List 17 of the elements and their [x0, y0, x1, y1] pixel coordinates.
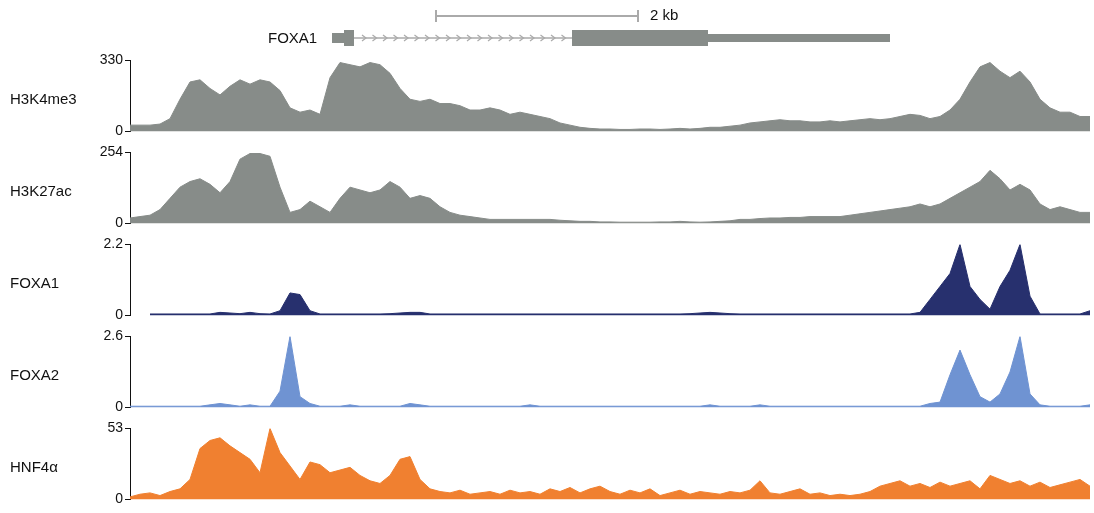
y-tick-label: 0 — [115, 306, 124, 323]
y-tick-label: 0 — [115, 214, 124, 231]
y-axis-title: FOXA1 — [10, 273, 60, 291]
y-tick-label: 53 — [107, 419, 124, 436]
text: 2 kb — [650, 6, 679, 23]
y-tick-label: 0 — [115, 122, 124, 139]
y-axis-title: H3K4me3 — [10, 89, 77, 107]
text: FOXA1 — [268, 29, 318, 46]
y-tick-label: 254 — [99, 143, 124, 160]
y-tick-label: 2.6 — [103, 327, 124, 344]
y-tick-label: 0 — [115, 398, 124, 415]
y-axis-title: FOXA2 — [10, 365, 60, 383]
y-axis-title: H3K27ac — [10, 181, 72, 199]
y-tick-label: 330 — [99, 51, 124, 68]
y-tick-label: 2.2 — [103, 235, 124, 252]
y-tick-label: 0 — [115, 490, 124, 507]
y-axis-title: HNF4α — [10, 457, 58, 475]
